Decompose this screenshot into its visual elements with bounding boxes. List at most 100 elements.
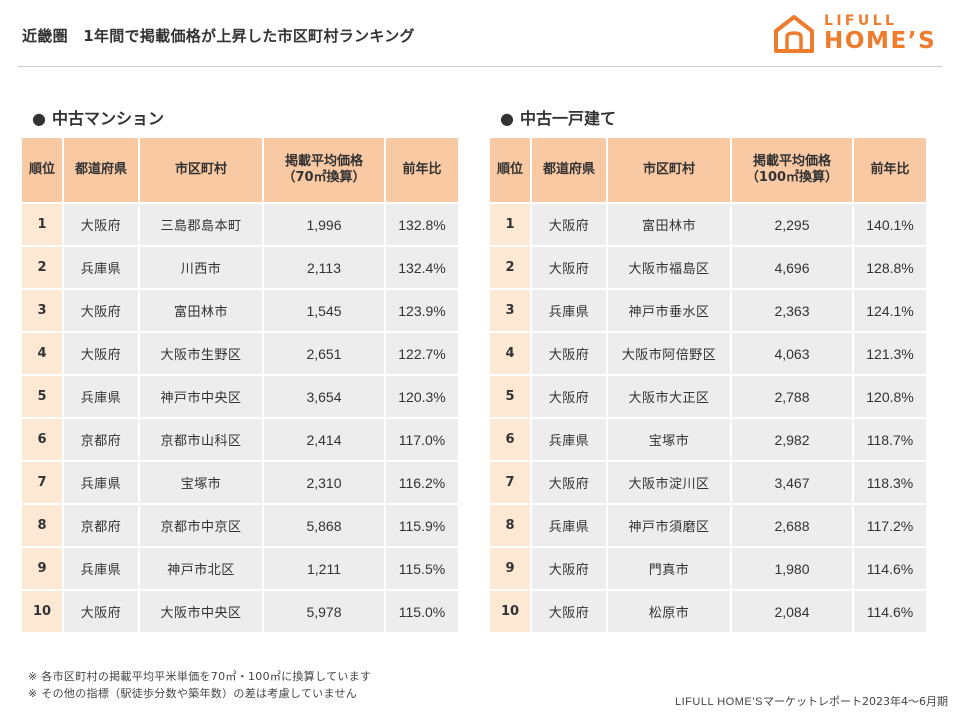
bullet-icon: ● [500, 109, 514, 128]
table-row: 3 兵庫県 神戸市垂水区 2,363 124.1% [490, 290, 926, 333]
rank-cell: 10 [490, 591, 532, 634]
prefecture-cell: 京都府 [64, 419, 140, 462]
price-cell: 2,113 [264, 247, 386, 290]
col-header-prefecture: 都道府県 [532, 138, 608, 204]
city-cell: 神戸市中央区 [140, 376, 264, 419]
prefecture-cell: 大阪府 [532, 247, 608, 290]
rank-cell: 5 [22, 376, 64, 419]
table-row: 5 大阪府 大阪市大正区 2,788 120.8% [490, 376, 926, 419]
page-title: 近畿圏 1年間で掲載価格が上昇した市区町村ランキング [22, 27, 415, 45]
yoy-cell: 115.9% [386, 505, 458, 548]
city-cell: 京都市中京区 [140, 505, 264, 548]
col-header-price-sub: （70㎡換算） [282, 170, 366, 185]
table-row: 10 大阪府 松原市 2,084 114.6% [490, 591, 926, 634]
prefecture-cell: 兵庫県 [532, 290, 608, 333]
yoy-cell: 128.8% [854, 247, 926, 290]
price-cell: 2,414 [264, 419, 386, 462]
city-cell: 宝塚市 [608, 419, 732, 462]
price-cell: 5,978 [264, 591, 386, 634]
price-cell: 3,654 [264, 376, 386, 419]
col-header-price: 掲載平均価格 （70㎡換算） [264, 138, 386, 204]
yoy-cell: 117.0% [386, 419, 458, 462]
price-cell: 4,063 [732, 333, 854, 376]
price-cell: 4,696 [732, 247, 854, 290]
price-cell: 2,688 [732, 505, 854, 548]
table-row: 1 大阪府 三島郡島本町 1,996 132.8% [22, 204, 458, 247]
table-row: 7 大阪府 大阪市淀川区 3,467 118.3% [490, 462, 926, 505]
logo-text-homes: HOME’S [824, 28, 937, 54]
prefecture-cell: 兵庫県 [64, 376, 140, 419]
yoy-cell: 115.5% [386, 548, 458, 591]
col-header-yoy: 前年比 [386, 138, 458, 204]
col-header-price: 掲載平均価格 （100㎡換算） [732, 138, 854, 204]
table-row: 6 兵庫県 宝塚市 2,982 118.7% [490, 419, 926, 462]
price-cell: 1,996 [264, 204, 386, 247]
yoy-cell: 116.2% [386, 462, 458, 505]
yoy-cell: 132.4% [386, 247, 458, 290]
rank-cell: 7 [22, 462, 64, 505]
price-cell: 2,363 [732, 290, 854, 333]
city-cell: 神戸市北区 [140, 548, 264, 591]
city-cell: 宝塚市 [140, 462, 264, 505]
footnote: ※ 各市区町村の掲載平均平米単価を70㎡・100㎡に換算しています [28, 670, 372, 683]
prefecture-cell: 大阪府 [64, 333, 140, 376]
house-logo-icon [774, 15, 814, 53]
city-cell: 大阪市生野区 [140, 333, 264, 376]
rank-cell: 6 [490, 419, 532, 462]
price-cell: 5,868 [264, 505, 386, 548]
prefecture-cell: 大阪府 [532, 333, 608, 376]
section-title-text: 中古マンション [51, 109, 164, 128]
table-row: 8 京都府 京都市中京区 5,868 115.9% [22, 505, 458, 548]
city-cell: 松原市 [608, 591, 732, 634]
table-row: 8 兵庫県 神戸市須磨区 2,688 117.2% [490, 505, 926, 548]
yoy-cell: 123.9% [386, 290, 458, 333]
section-title-mansion: ● 中古マンション [32, 105, 164, 129]
table-row: 6 京都府 京都市山科区 2,414 117.0% [22, 419, 458, 462]
rank-cell: 6 [22, 419, 64, 462]
source-text: マーケットレポート2023年4～6月期 [763, 695, 948, 708]
rank-cell: 1 [22, 204, 64, 247]
rank-cell: 8 [490, 505, 532, 548]
rank-cell: 2 [22, 247, 64, 290]
table-row: 5 兵庫県 神戸市中央区 3,654 120.3% [22, 376, 458, 419]
price-cell: 1,545 [264, 290, 386, 333]
rank-cell: 10 [22, 591, 64, 634]
city-cell: 三島郡島本町 [140, 204, 264, 247]
prefecture-cell: 兵庫県 [64, 247, 140, 290]
yoy-cell: 140.1% [854, 204, 926, 247]
table-row: 3 大阪府 富田林市 1,545 123.9% [22, 290, 458, 333]
rank-cell: 7 [490, 462, 532, 505]
rank-cell: 2 [490, 247, 532, 290]
price-cell: 2,788 [732, 376, 854, 419]
prefecture-cell: 大阪府 [532, 204, 608, 247]
price-cell: 2,084 [732, 591, 854, 634]
city-cell: 富田林市 [140, 290, 264, 333]
col-header-rank: 順位 [490, 138, 532, 204]
yoy-cell: 117.2% [854, 505, 926, 548]
price-cell: 1,980 [732, 548, 854, 591]
col-header-prefecture: 都道府県 [64, 138, 140, 204]
table-header-row: 順位 都道府県 市区町村 掲載平均価格 （70㎡換算） 前年比 [22, 138, 458, 204]
table-row: 9 兵庫県 神戸市北区 1,211 115.5% [22, 548, 458, 591]
col-header-price-label: 掲載平均価格 [752, 154, 831, 169]
header-divider [18, 66, 942, 67]
yoy-cell: 115.0% [386, 591, 458, 634]
table-row: 4 大阪府 大阪市阿倍野区 4,063 121.3% [490, 333, 926, 376]
lifull-homes-logo: LIFULL HOME’S [772, 12, 950, 58]
prefecture-cell: 大阪府 [532, 462, 608, 505]
section-title-text: 中古一戸建て [519, 109, 616, 128]
col-header-price-sub: （100㎡換算） [745, 170, 839, 185]
table-header-row: 順位 都道府県 市区町村 掲載平均価格 （100㎡換算） 前年比 [490, 138, 926, 204]
yoy-cell: 114.6% [854, 548, 926, 591]
city-cell: 大阪市淀川区 [608, 462, 732, 505]
bullet-icon: ● [32, 109, 46, 128]
source-brand: LIFULL HOME’S [674, 696, 763, 708]
city-cell: 大阪市福島区 [608, 247, 732, 290]
col-header-price-label: 掲載平均価格 [284, 154, 363, 169]
prefecture-cell: 兵庫県 [532, 419, 608, 462]
prefecture-cell: 兵庫県 [64, 548, 140, 591]
city-cell: 大阪市阿倍野区 [608, 333, 732, 376]
rank-cell: 9 [490, 548, 532, 591]
house-ranking-table: 順位 都道府県 市区町村 掲載平均価格 （100㎡換算） 前年比 1 大阪府 富田林… [490, 138, 926, 634]
table-row: 2 大阪府 大阪市福島区 4,696 128.8% [490, 247, 926, 290]
